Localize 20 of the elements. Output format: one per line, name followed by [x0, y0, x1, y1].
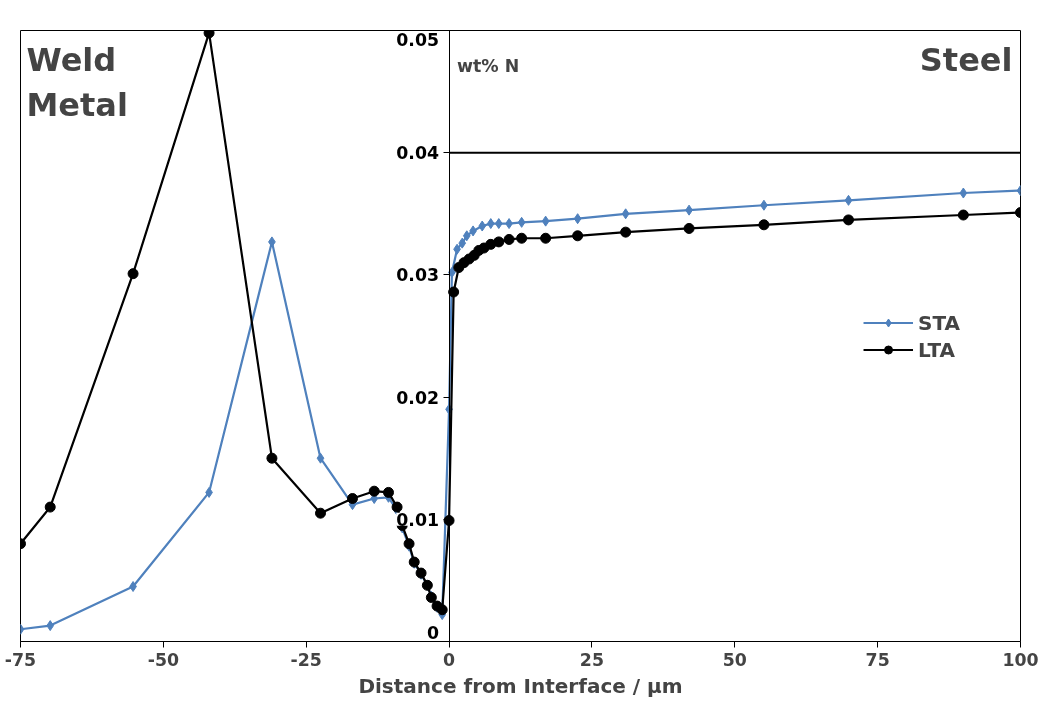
y-tick-label: 0.05 [396, 29, 440, 50]
x-tick-label: 0 [443, 649, 456, 670]
annotation: Weld Metal [26, 40, 128, 125]
y-tick-label: 0.01 [396, 509, 440, 530]
x-tick-label: 50 [722, 649, 747, 670]
y-tick-label: 0.03 [396, 265, 440, 286]
y-axis-title: wt% N [457, 55, 520, 76]
y-tick-label: 0 [427, 622, 440, 643]
y-tick-label: 0.02 [396, 387, 440, 408]
x-tick-label: -50 [147, 649, 180, 670]
y-tick-label: 0.04 [396, 143, 440, 164]
x-tick-label: 100 [1002, 649, 1039, 670]
annotation: Steel [919, 40, 1013, 79]
x-tick-label: -75 [4, 649, 37, 670]
legend-label: STA [918, 310, 960, 334]
x-tick-label: 75 [865, 649, 890, 670]
x-axis-title: Distance from Interface / μm [358, 673, 683, 698]
x-tick-label: -25 [290, 649, 322, 670]
x-tick-label: 25 [579, 649, 604, 670]
legend-label: LTA [918, 337, 956, 361]
